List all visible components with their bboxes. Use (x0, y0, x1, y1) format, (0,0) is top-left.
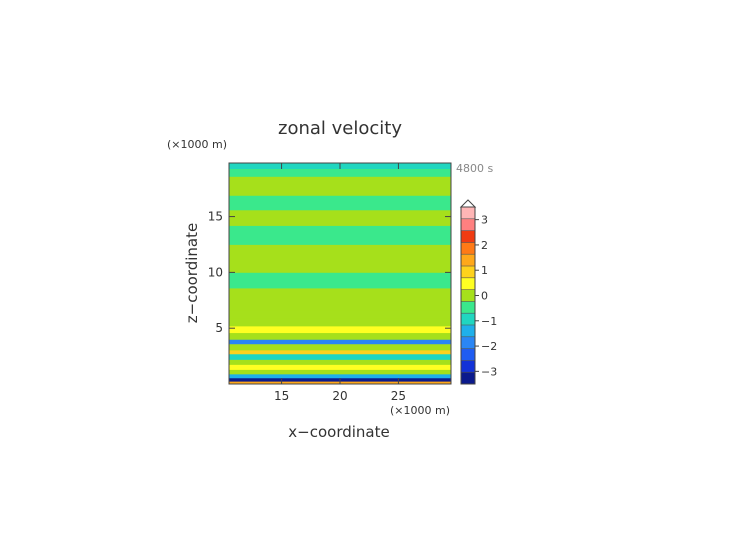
heatmap-band-17 (229, 225, 451, 245)
colorbar-tick-label: −3 (481, 365, 497, 378)
heatmap-band-10 (229, 332, 451, 340)
heatmap-band-5 (229, 359, 451, 365)
colorbar-tick-label: 0 (481, 290, 488, 303)
colorbar-segment (461, 289, 475, 302)
heatmap-band-21 (229, 168, 451, 177)
heatmap-band-18 (229, 209, 451, 226)
heatmap-band-6 (229, 353, 451, 360)
x-axis: 15 20 25 (274, 163, 406, 403)
heatmap-band-13 (229, 310, 451, 319)
x-tick-label: 15 (274, 389, 289, 403)
heatmap-band-7 (229, 349, 451, 355)
heatmap-band-9 (229, 339, 451, 345)
x-axis-label: x−coordinate (288, 423, 389, 441)
heatmap-band-20 (229, 176, 451, 196)
heatmap-band-11 (229, 325, 451, 334)
colorbar-segment (461, 348, 475, 361)
colorbar-tick-label: −2 (481, 340, 497, 353)
colorbar-tick-label: 2 (481, 239, 488, 252)
colorbar-segment (461, 218, 475, 231)
x-unit-label: (×1000 m) (390, 404, 450, 417)
heatmap-band-19 (229, 195, 451, 211)
y-tick-label: 10 (208, 265, 223, 279)
y-unit-label: (×1000 m) (167, 138, 227, 151)
x-tick-label: 25 (391, 389, 406, 403)
colorbar-segment (461, 266, 475, 279)
colorbar-segment (461, 230, 475, 243)
colorbar-segment (461, 254, 475, 267)
colorbar-segment (461, 360, 475, 373)
colorbar: −3 −2 −1 0 1 2 3 (459, 199, 497, 385)
colorbar-segment (461, 301, 475, 314)
colorbar-tick-label: 3 (481, 214, 488, 227)
chart-title: zonal velocity (278, 118, 402, 139)
colorbar-tick-label: 1 (481, 264, 488, 277)
heatmap-band-14 (229, 288, 451, 311)
colorbar-segment (461, 336, 475, 349)
colorbar-segment (461, 313, 475, 326)
colorbar-segment (461, 372, 475, 385)
y-axis-label: z−coordinate (183, 223, 201, 323)
y-tick-label: 15 (208, 210, 223, 224)
heatmap-band-4 (229, 364, 451, 370)
colorbar-segment (461, 325, 475, 338)
y-tick-label: 5 (215, 321, 223, 335)
heatmap-band-8 (229, 343, 451, 351)
heatmap-band-16 (229, 244, 451, 273)
colorbar-segment (461, 242, 475, 255)
heatmap-band-12 (229, 318, 451, 327)
heatmap-band-15 (229, 272, 451, 289)
colorbar-segment (461, 207, 475, 220)
heatmap-band-2 (229, 373, 451, 379)
colorbar-extend-arrow (459, 199, 477, 208)
y-axis: 5 10 15 (208, 210, 451, 335)
time-label: 4800 s (456, 162, 493, 175)
colorbar-tick-label: −1 (481, 315, 497, 328)
heatmap-band-3 (229, 369, 451, 375)
x-tick-label: 20 (332, 389, 347, 403)
heatmap-bands (229, 163, 451, 384)
colorbar-segment (461, 277, 475, 290)
